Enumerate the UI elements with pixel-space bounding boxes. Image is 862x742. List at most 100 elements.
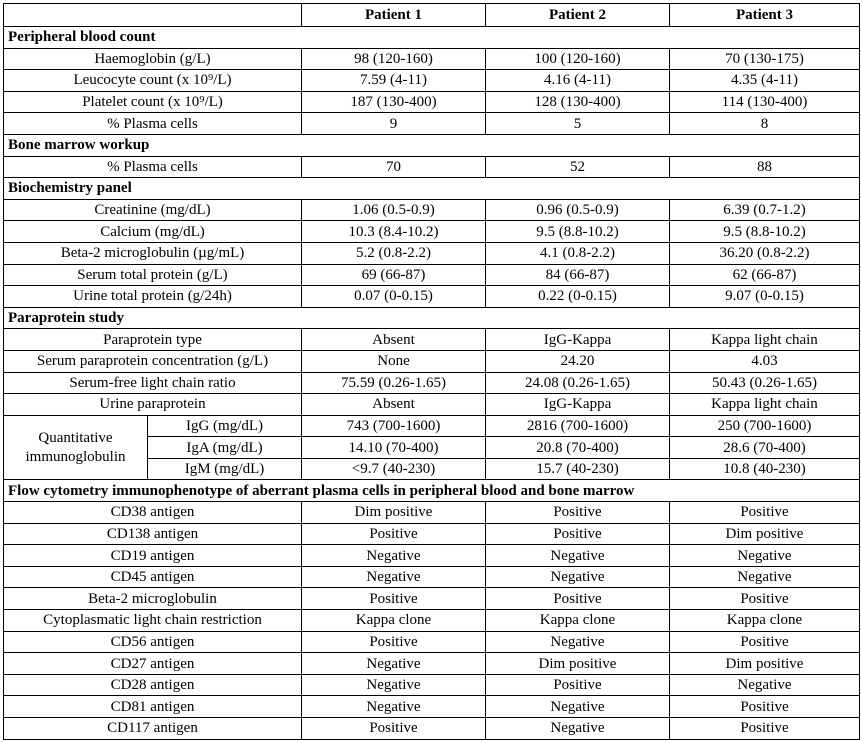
table-row: Serum paraprotein concentration (g/L) Non… bbox=[3, 349, 860, 373]
header-patient-2: Patient 2 bbox=[485, 3, 670, 27]
patient-3-value: 114 (130-400) bbox=[669, 90, 860, 114]
group-label: Quantitative immunoglobulin bbox=[3, 414, 148, 481]
patient-3-value: 4.35 (4-11) bbox=[669, 69, 860, 92]
row-label: Haemoglobin (g/L) bbox=[3, 47, 302, 71]
patient-1-value: 10.3 (8.4-10.2) bbox=[301, 220, 486, 243]
patient-3-value: Kappa light chain bbox=[669, 393, 860, 416]
table-row: Serum total protein (g/L) 69 (66-87) 84 (6… bbox=[3, 263, 860, 287]
table-row: % Plasma cells 70 52 88 bbox=[3, 155, 860, 179]
section-title: Bone marrow workup bbox=[3, 133, 860, 157]
patient-3-value: 9.07 (0-0.15) bbox=[669, 285, 860, 308]
table-row: Paraprotein type Absent IgG-Kappa Kappa lig… bbox=[3, 328, 860, 351]
header-patient-3: Patient 3 bbox=[669, 3, 860, 27]
patient-2-value: Positive bbox=[485, 501, 670, 524]
row-label: Beta-2 microglobulin bbox=[3, 587, 302, 611]
row-label: Cytoplasmatic light chain restriction bbox=[3, 609, 302, 632]
section-row: Bone marrow workup bbox=[3, 133, 860, 157]
row-label: Paraprotein type bbox=[3, 328, 302, 351]
patient-1-value: 5.2 (0.8-2.2) bbox=[301, 241, 486, 265]
table-row: Urine total protein (g/24h) 0.07 (0-0.15)… bbox=[3, 285, 860, 308]
table-row: Calcium (mg/dL) 10.3 (8.4-10.2) 9.5 (8.8-1… bbox=[3, 220, 860, 243]
patient-2-value: Negative bbox=[485, 717, 670, 740]
patient-2-value: 15.7 (40-230) bbox=[485, 457, 670, 481]
patient-2-value: 4.16 (4-11) bbox=[485, 69, 670, 92]
patient-1-value: 14.10 (70-400) bbox=[301, 436, 486, 459]
patient-3-value: 250 (700-1600) bbox=[669, 414, 860, 438]
table-row: % Plasma cells 9 5 8 bbox=[3, 112, 860, 135]
patient-1-value: Kappa clone bbox=[301, 609, 486, 632]
patient-2-value: Positive bbox=[485, 587, 670, 611]
patient-2-value: Negative bbox=[485, 565, 670, 589]
table-row: Urine paraprotein Absent IgG-Kappa Kappa li… bbox=[3, 393, 860, 416]
table-row: CD28 antigen Negative Positive Negative bbox=[3, 673, 860, 697]
table-row: CD56 antigen Positive Negative Positive bbox=[3, 630, 860, 654]
patient-3-value: Kappa light chain bbox=[669, 328, 860, 351]
patient-1-value: 187 (130-400) bbox=[301, 90, 486, 114]
patient-3-value: Negative bbox=[669, 544, 860, 567]
patient-3-value: 88 bbox=[669, 155, 860, 179]
section-title: Biochemistry panel bbox=[3, 177, 860, 200]
patient-3-value: 70 (130-175) bbox=[669, 47, 860, 71]
table-row: CD81 antigen Negative Negative Positive bbox=[3, 695, 860, 718]
row-label: CD19 antigen bbox=[3, 544, 302, 567]
row-label: CD45 antigen bbox=[3, 565, 302, 589]
row-label: Serum paraprotein concentration (g/L) bbox=[3, 349, 302, 373]
row-label: Beta-2 microglobulin (µg/mL) bbox=[3, 241, 302, 265]
patient-2-value: 5 bbox=[485, 112, 670, 135]
patient-1-value: 0.07 (0-0.15) bbox=[301, 285, 486, 308]
patient-1-value: Negative bbox=[301, 544, 486, 567]
table-row: Cytoplasmatic light chain restriction Kap… bbox=[3, 609, 860, 632]
patient-2-value: Dim positive bbox=[485, 652, 670, 675]
header-blank bbox=[3, 3, 302, 27]
patient-comparison-table: Patient 1 Patient 2 Patient 3 Peripheral bl… bbox=[3, 3, 860, 740]
patient-1-value: Negative bbox=[301, 565, 486, 589]
table-row: Beta-2 microglobulin Positive Positive Posi… bbox=[3, 587, 860, 611]
patient-1-value: Positive bbox=[301, 587, 486, 611]
patient-2-value: IgG-Kappa bbox=[485, 393, 670, 416]
row-label: CD81 antigen bbox=[3, 695, 302, 718]
patient-1-value: 70 bbox=[301, 155, 486, 179]
patient-2-value: 84 (66-87) bbox=[485, 263, 670, 287]
table-row: CD38 antigen Dim positive Positive Positive bbox=[3, 501, 860, 524]
patient-3-value: 62 (66-87) bbox=[669, 263, 860, 287]
patient-2-value: 100 (120-160) bbox=[485, 47, 670, 71]
table-row: Beta-2 microglobulin (µg/mL) 5.2 (0.8-2.2… bbox=[3, 241, 860, 265]
patient-3-value: 4.03 bbox=[669, 349, 860, 373]
patient-3-value: 8 bbox=[669, 112, 860, 135]
table-row: Platelet count (x 10⁹/L) 187 (130-400) 128… bbox=[3, 90, 860, 114]
table-row: Leucocyte count (x 10⁹/L) 7.59 (4-11) 4.16… bbox=[3, 69, 860, 92]
patient-3-value: Positive bbox=[669, 630, 860, 654]
patient-1-value: 7.59 (4-11) bbox=[301, 69, 486, 92]
patient-2-value: 24.20 bbox=[485, 349, 670, 373]
row-label: Creatinine (mg/dL) bbox=[3, 198, 302, 222]
section-row: Flow cytometry immunophenotype of aberra… bbox=[3, 479, 860, 503]
patient-3-value: 10.8 (40-230) bbox=[669, 457, 860, 481]
patient-3-value: 28.6 (70-400) bbox=[669, 436, 860, 459]
section-title: Peripheral blood count bbox=[3, 26, 860, 49]
patient-3-value: 50.43 (0.26-1.65) bbox=[669, 371, 860, 395]
table-row: CD19 antigen Negative Negative Negative bbox=[3, 544, 860, 567]
section-row: Peripheral blood count bbox=[3, 26, 860, 49]
patient-2-value: 20.8 (70-400) bbox=[485, 436, 670, 459]
patient-3-value: Negative bbox=[669, 565, 860, 589]
patient-1-value: Dim positive bbox=[301, 501, 486, 524]
section-row: Biochemistry panel bbox=[3, 177, 860, 200]
row-label: CD56 antigen bbox=[3, 630, 302, 654]
section-title: Paraprotein study bbox=[3, 306, 860, 330]
patient-2-value: 24.08 (0.26-1.65) bbox=[485, 371, 670, 395]
patient-3-value: Dim positive bbox=[669, 652, 860, 675]
patient-1-value: 9 bbox=[301, 112, 486, 135]
patient-1-value: <9.7 (40-230) bbox=[301, 457, 486, 481]
patient-2-value: Negative bbox=[485, 544, 670, 567]
row-label: CD38 antigen bbox=[3, 501, 302, 524]
header-patient-1: Patient 1 bbox=[301, 3, 486, 27]
patient-2-value: Positive bbox=[485, 673, 670, 697]
table-row: CD27 antigen Negative Dim positive Dim posi… bbox=[3, 652, 860, 675]
row-label: Serum total protein (g/L) bbox=[3, 263, 302, 287]
row-label: Urine paraprotein bbox=[3, 393, 302, 416]
patient-2-value: 0.22 (0-0.15) bbox=[485, 285, 670, 308]
patient-3-value: 9.5 (8.8-10.2) bbox=[669, 220, 860, 243]
table-row: Quantitative immunoglobulin IgG (mg/dL) 74… bbox=[3, 414, 860, 481]
patient-2-value: 4.1 (0.8-2.2) bbox=[485, 241, 670, 265]
patient-2-value: IgG-Kappa bbox=[485, 328, 670, 351]
